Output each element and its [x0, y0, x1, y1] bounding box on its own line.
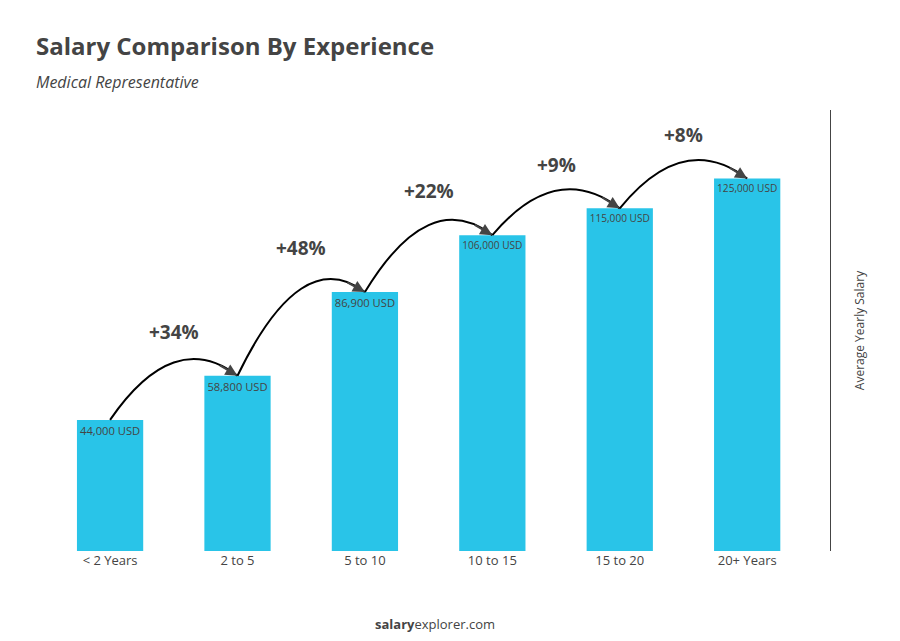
svg-text:Salary Comparison By Experienc: Salary Comparison By Experience — [36, 29, 434, 62]
svg-text:2 to 5: 2 to 5 — [220, 551, 254, 569]
svg-text:5 to 10: 5 to 10 — [344, 551, 386, 569]
svg-text:Average Yearly Salary: Average Yearly Salary — [851, 270, 868, 390]
svg-text:58,800 USD: 58,800 USD — [207, 379, 267, 394]
svg-text:15 to 20: 15 to 20 — [595, 551, 644, 569]
svg-text:+22%: +22% — [404, 178, 454, 204]
svg-text:salaryexplorer.com: salaryexplorer.com — [375, 615, 495, 633]
svg-text:106,000 USD: 106,000 USD — [462, 238, 522, 252]
svg-text:+9%: +9% — [537, 152, 576, 178]
svg-text:+8%: +8% — [664, 122, 703, 148]
svg-text:86,900 USD: 86,900 USD — [335, 295, 395, 310]
svg-text:125,000 USD: 125,000 USD — [717, 181, 777, 195]
svg-text:20+ Years: 20+ Years — [718, 551, 777, 569]
svg-text:44,000 USD: 44,000 USD — [80, 423, 140, 438]
svg-text:< 2 Years: < 2 Years — [83, 551, 138, 569]
svg-text:+48%: +48% — [276, 235, 326, 261]
svg-text:115,000 USD: 115,000 USD — [590, 211, 650, 225]
svg-text:10 to 15: 10 to 15 — [468, 551, 517, 569]
svg-text:Medical Representative: Medical Representative — [36, 71, 199, 93]
svg-text:+34%: +34% — [149, 319, 199, 345]
